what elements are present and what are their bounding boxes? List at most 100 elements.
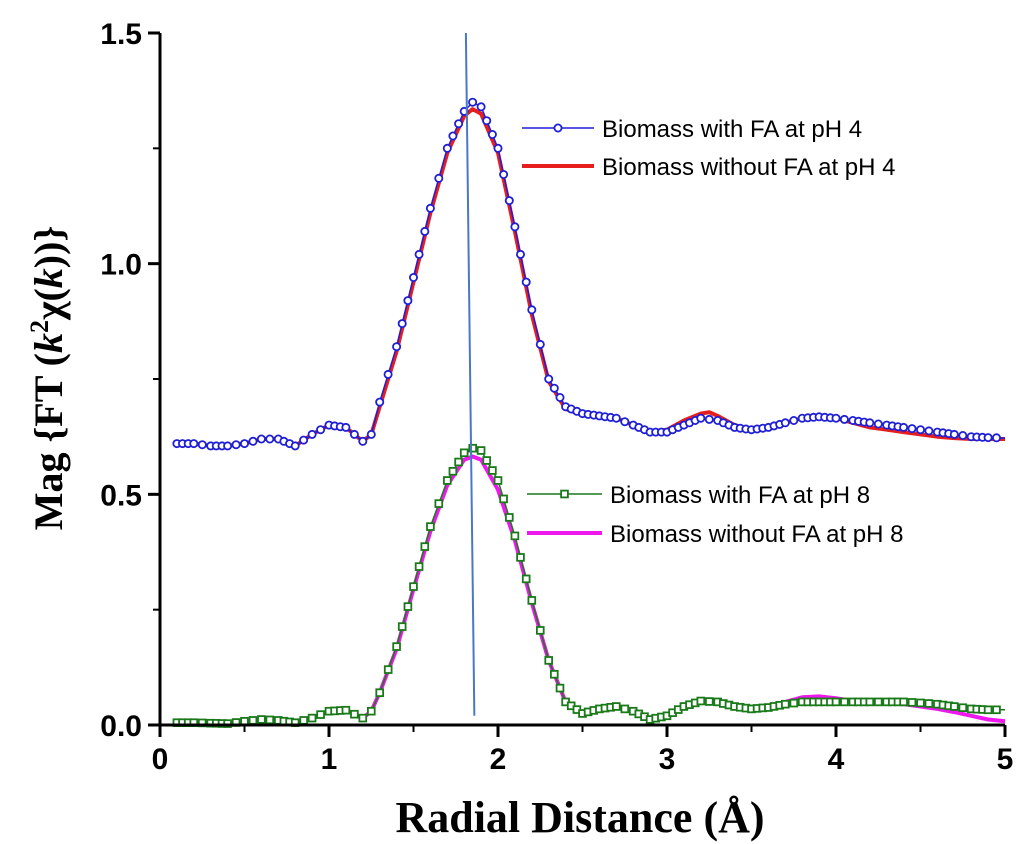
data-point bbox=[865, 697, 875, 707]
data-point bbox=[316, 425, 326, 435]
data-point bbox=[696, 696, 706, 706]
data-point bbox=[839, 414, 849, 424]
data-point bbox=[916, 425, 926, 435]
legend-entry-3: Biomass with FA at pH 8 bbox=[527, 482, 870, 509]
data-point bbox=[426, 522, 435, 531]
data-point bbox=[299, 716, 308, 725]
data-point bbox=[239, 439, 249, 449]
data-point bbox=[408, 272, 418, 282]
data-point bbox=[488, 466, 497, 475]
legend-entry-4: Biomass without FA at pH 8 bbox=[527, 521, 903, 548]
data-point bbox=[544, 656, 553, 665]
data-point bbox=[375, 397, 385, 407]
data-point bbox=[223, 441, 233, 451]
data-point bbox=[499, 169, 509, 179]
data-point bbox=[907, 424, 917, 434]
data-point bbox=[299, 435, 309, 445]
data-point bbox=[454, 119, 464, 129]
data-point bbox=[550, 670, 559, 679]
legend-label: Biomass without FA at pH 8 bbox=[610, 521, 903, 548]
data-point bbox=[397, 622, 407, 631]
data-point bbox=[290, 441, 300, 451]
y-tick-label: 1.5 bbox=[100, 18, 142, 51]
series-4 bbox=[176, 454, 1006, 726]
data-point bbox=[916, 698, 925, 708]
data-point bbox=[992, 705, 1001, 715]
data-point bbox=[504, 513, 514, 522]
y-ticks: 0.0 0.5 1.0 1.5 bbox=[100, 18, 160, 743]
series-line bbox=[176, 454, 1006, 726]
data-point bbox=[831, 697, 841, 707]
data-point bbox=[516, 553, 525, 562]
data-point bbox=[341, 422, 351, 432]
series-3 bbox=[172, 443, 1005, 728]
x-tick-label: 4 bbox=[828, 743, 845, 776]
series-line bbox=[176, 447, 1005, 725]
data-point bbox=[696, 413, 706, 423]
data-point bbox=[992, 433, 1002, 443]
data-point bbox=[499, 494, 508, 504]
data-point bbox=[256, 434, 266, 444]
data-point bbox=[555, 392, 565, 402]
series-layer bbox=[172, 97, 1006, 728]
data-point bbox=[341, 705, 351, 715]
data-point bbox=[789, 698, 799, 708]
data-point bbox=[504, 196, 514, 206]
x-tick-label: 3 bbox=[659, 743, 676, 776]
data-point bbox=[527, 596, 537, 605]
legend: Biomass with FA at pH 4 Biomass without F… bbox=[522, 116, 903, 548]
data-point bbox=[420, 542, 430, 551]
x-tick-label: 5 bbox=[997, 743, 1014, 776]
data-point bbox=[189, 439, 199, 449]
legend-marker bbox=[553, 123, 563, 133]
data-point bbox=[442, 143, 452, 153]
data-point bbox=[704, 414, 714, 424]
data-point bbox=[516, 249, 526, 259]
data-point bbox=[392, 642, 401, 651]
data-point bbox=[349, 429, 359, 439]
data-point bbox=[899, 422, 909, 432]
data-point bbox=[358, 713, 368, 723]
data-point bbox=[403, 602, 413, 611]
y-tick-label: 0.0 bbox=[100, 710, 142, 743]
data-point bbox=[350, 709, 359, 719]
data-point bbox=[555, 683, 565, 693]
data-point bbox=[527, 305, 537, 315]
legend-entry-1: Biomass with FA at pH 4 bbox=[522, 116, 862, 143]
data-point bbox=[425, 203, 435, 213]
data-point bbox=[454, 457, 463, 467]
data-point bbox=[197, 440, 207, 450]
data-point bbox=[476, 446, 486, 455]
data-point bbox=[482, 456, 491, 465]
data-point bbox=[307, 713, 317, 723]
y-tick-label: 0.5 bbox=[100, 479, 142, 512]
data-point bbox=[907, 698, 917, 707]
data-point bbox=[510, 531, 520, 541]
plot-area: 0 1 2 3 4 5 0.0 0.5 1.0 1.5 bbox=[100, 18, 1013, 776]
legend-entry-2: Biomass without FA at pH 4 bbox=[522, 154, 895, 181]
x-ticks: 0 1 2 3 4 5 bbox=[152, 725, 1014, 776]
data-point bbox=[840, 697, 849, 707]
data-point bbox=[459, 448, 469, 458]
data-point bbox=[468, 443, 477, 453]
data-point bbox=[434, 173, 444, 183]
data-point bbox=[482, 116, 492, 126]
data-point bbox=[366, 429, 376, 439]
data-point bbox=[874, 697, 883, 707]
data-point bbox=[549, 383, 559, 393]
data-point bbox=[265, 434, 275, 444]
legend-label: Biomass without FA at pH 4 bbox=[602, 154, 895, 181]
data-point bbox=[383, 369, 393, 379]
data-point bbox=[392, 342, 402, 352]
x-tick-label: 0 bbox=[152, 743, 169, 776]
data-point bbox=[493, 476, 503, 485]
data-point bbox=[358, 436, 368, 446]
data-point bbox=[231, 440, 241, 450]
data-point bbox=[248, 436, 258, 446]
data-point bbox=[924, 426, 934, 436]
x-axis-title: Radial Distance (Å) bbox=[395, 793, 764, 842]
data-point bbox=[414, 249, 424, 259]
data-point bbox=[983, 433, 993, 443]
data-point bbox=[493, 143, 503, 153]
